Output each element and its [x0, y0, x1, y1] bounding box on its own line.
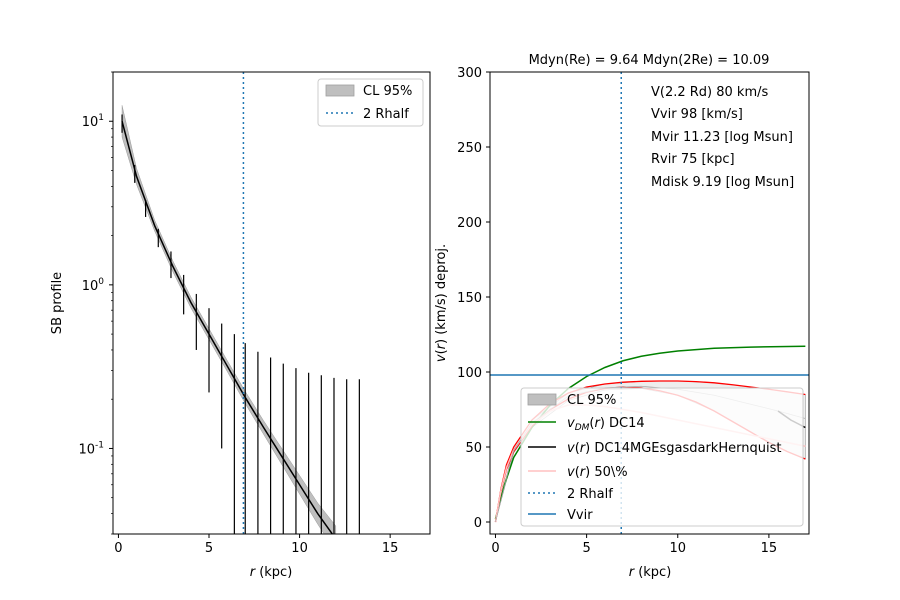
left-y-tick-label: 10-1: [78, 440, 104, 457]
annotation-mvir: Mvir 11.23 [log Msun]: [651, 130, 793, 145]
left-x-axis-label: r (kpc): [250, 565, 293, 580]
right-x-ticks: 0 5 10 15: [491, 534, 777, 556]
tick-base: 10: [78, 442, 95, 457]
v-model-upper-line: [494, 380, 806, 523]
left-y-tick-label: 101: [82, 113, 104, 130]
sb-plot-area: [121, 72, 360, 534]
sb-model-line: [121, 121, 334, 534]
sb-cl95-band: [121, 105, 337, 534]
annotation-vvir: Vvir 98 [km/s]: [651, 107, 743, 122]
v-dm-line: [494, 345, 806, 520]
right-x-tick-label: 15: [761, 541, 778, 556]
annotation-rvir: Rvir 75 [kpc]: [651, 152, 735, 167]
legend-cl-label: CL 95%: [567, 393, 616, 408]
right-x-tick-label: 10: [669, 541, 686, 556]
right-y-tick-label: 200: [457, 216, 482, 231]
right-y-tick-label: 300: [457, 66, 482, 81]
right-y-tick-label: 0: [474, 516, 482, 531]
left-y-tick-label: 100: [82, 277, 105, 294]
legend-cl-swatch: [527, 393, 557, 406]
right-y-axis-label: v(r) (km/s) deproj.: [434, 244, 449, 362]
left-x-tick-label: 0: [114, 541, 122, 556]
velocity-panel: Mdyn(Re) = 9.64 Mdyn(2Re) = 10.09 0 5 10 15…: [434, 53, 810, 580]
legend-vmodel-label: v(r) DC14MGEsgasdarkHernquist: [567, 441, 781, 456]
tick-exponent: 1: [98, 113, 104, 123]
tick-base: 10: [82, 115, 99, 130]
legend-rhalf-label: 2 Rhalf: [567, 487, 613, 502]
left-x-tick-label: 15: [382, 541, 399, 556]
right-y-tick-label: 50: [465, 441, 482, 456]
left-x-tick-label: 5: [205, 541, 213, 556]
left-legend-rhalf-label: 2 Rhalf: [363, 107, 409, 122]
legend-v50-label: v(r) 50\%: [567, 465, 628, 480]
right-x-tick-label: 0: [491, 541, 499, 556]
left-y-axis-label: SB profile: [50, 272, 65, 334]
right-x-axis-label: r (kpc): [629, 565, 672, 580]
right-x-tick-label: 5: [582, 541, 590, 556]
annotation-mdisk: Mdisk 9.19 [log Msun]: [651, 175, 794, 190]
right-y-tick-label: 250: [457, 141, 482, 156]
tick-base: 10: [82, 279, 99, 294]
left-axes-frame: [112, 71, 431, 535]
right-legend-box: [520, 387, 804, 527]
left-legend-cl-label: CL 95%: [363, 84, 412, 99]
annotations: V(2.2 Rd) 80 km/s Vvir 98 [km/s] Mvir 11…: [651, 85, 794, 190]
legend-vvir-label: Vvir: [567, 508, 593, 523]
right-y-tick-label: 100: [457, 366, 482, 381]
right-y-ticks: 0 50 100 150 200 250 300: [457, 66, 490, 531]
annotation-v22rd: V(2.2 Rd) 80 km/s: [651, 85, 769, 100]
right-legend: CL 95% vDM(r) DC14 v(r) DC14MGEsgasdarkH…: [520, 387, 804, 527]
legend-vdm-label: vDM(r) DC14: [567, 416, 645, 433]
left-legend: CL 95% 2 Rhalf: [317, 78, 424, 127]
tick-exponent: -1: [95, 440, 104, 450]
left-x-tick-label: 10: [291, 541, 308, 556]
tick-exponent: 0: [98, 277, 104, 287]
left-x-ticks: 0 5 10 15: [114, 534, 398, 556]
right-y-tick-label: 150: [457, 291, 482, 306]
right-axes-frame: [489, 71, 810, 535]
right-title: Mdyn(Re) = 9.64 Mdyn(2Re) = 10.09: [529, 53, 770, 68]
left-legend-cl-swatch: [325, 84, 355, 97]
